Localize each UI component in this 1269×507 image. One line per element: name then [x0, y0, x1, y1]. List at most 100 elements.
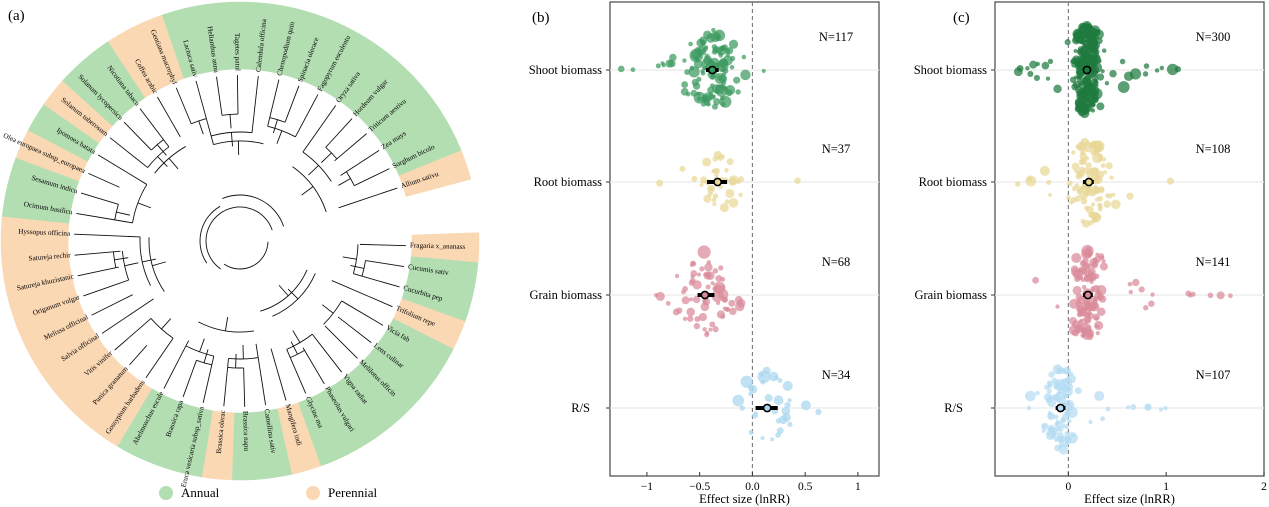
tree-branch: [156, 144, 167, 156]
tree-branch: [321, 304, 334, 314]
effect-size-point: [1073, 48, 1078, 53]
sample-size-label: N=117: [819, 30, 853, 44]
tree-branch: [267, 104, 274, 127]
effect-size-point: [725, 306, 730, 312]
effect-size-point: [686, 307, 696, 317]
tree-clade-arc: [260, 269, 308, 312]
x-tick-label: 0: [1065, 481, 1071, 493]
effect-size-point: [1095, 331, 1100, 336]
effect-size-point: [1051, 430, 1056, 435]
effect-size-point: [693, 322, 701, 330]
effect-size-point: [1085, 187, 1092, 194]
tree-branch: [142, 258, 157, 263]
x-tick-label: 1: [855, 481, 861, 493]
effect-size-point: [1071, 433, 1076, 438]
effect-size-point: [1064, 39, 1071, 46]
effect-size-point: [711, 27, 716, 33]
tree-branch: [357, 150, 380, 165]
effect-size-point: [1076, 311, 1083, 318]
effect-size-point: [1087, 307, 1092, 312]
effect-size-point: [712, 202, 717, 207]
effect-size-point: [1101, 259, 1106, 264]
tree-branch: [117, 219, 133, 224]
effect-size-point: [1046, 179, 1052, 185]
effect-size-point: [1013, 67, 1023, 77]
effect-size-point: [1081, 40, 1086, 46]
effect-size-point: [1076, 307, 1082, 313]
tree-branch: [202, 361, 213, 403]
tree-branch: [302, 126, 322, 153]
tree-branch: [342, 256, 357, 260]
tree-branch: [320, 105, 337, 127]
sample-size-label: N=34: [822, 368, 851, 382]
effect-size-point: [1187, 292, 1193, 298]
effect-size-point: [719, 284, 725, 290]
tree-branch: [114, 327, 141, 351]
effect-size-point: [1032, 276, 1040, 284]
effect-size-point: [694, 316, 701, 323]
tree-branch: [139, 108, 166, 143]
effect-size-point: [711, 197, 717, 203]
effect-size-point: [1077, 54, 1084, 61]
effect-size-point: [710, 281, 715, 286]
tree-branch: [108, 235, 141, 238]
effect-size-point: [773, 395, 784, 406]
effect-size-point: [748, 385, 758, 394]
effect-size-point: [682, 58, 687, 63]
tree-branch: [276, 130, 283, 144]
effect-size-point: [1109, 175, 1114, 180]
effect-size-point: [714, 72, 726, 84]
effect-size-point: [703, 194, 712, 203]
x-tick-label: 0.5: [798, 481, 813, 493]
category-label: Grain biomass: [914, 288, 987, 302]
effect-size-point: [630, 67, 636, 73]
tree-branch: [236, 75, 239, 110]
effect-size-point: [1033, 74, 1041, 82]
effect-size-point: [708, 327, 713, 332]
effect-size-point: [728, 39, 739, 49]
effect-size-point: [1092, 284, 1100, 293]
effect-size-point: [1067, 180, 1073, 187]
tree-branch: [168, 158, 179, 170]
effect-size-point: [1064, 410, 1070, 416]
effect-size-point: [1109, 69, 1117, 78]
effect-size-point: [1100, 69, 1105, 74]
effect-size-point: [1025, 175, 1037, 187]
effect-size-point: [1143, 305, 1149, 311]
effect-size-point: [1054, 391, 1067, 404]
effect-size-point: [1064, 436, 1071, 443]
effect-size-point: [1045, 76, 1051, 81]
effect-size-point: [1085, 162, 1092, 169]
tree-branch: [324, 325, 340, 341]
effect-size-point: [1110, 199, 1121, 210]
tree-branch: [295, 131, 299, 138]
tree-branch: [226, 358, 229, 373]
effect-size-point: [709, 83, 715, 88]
effect-size-point: [1053, 84, 1062, 94]
tree-branch: [223, 372, 228, 407]
plot-frame: [609, 1, 880, 477]
effect-size-point: [760, 379, 766, 385]
effect-size-point: [729, 175, 739, 185]
effect-size-point: [703, 30, 712, 40]
effect-size-point: [725, 188, 735, 198]
effect-size-point: [699, 266, 705, 272]
category-label: Root biomass: [534, 175, 603, 189]
effect-size-point: [712, 286, 718, 292]
effect-size-point: [665, 301, 671, 306]
forest-panel-b: (b) Shoot biomass Root biomass Grain bioma…: [529, 1, 880, 506]
effect-size-point: [734, 295, 743, 304]
tree-branch: [123, 121, 149, 147]
tree-branch: [368, 295, 393, 308]
effect-size-point: [1097, 195, 1104, 202]
effect-size-point: [700, 176, 708, 184]
effect-size-point: [724, 168, 729, 173]
effect-size-point: [1111, 192, 1116, 197]
effect-size-point: [689, 65, 695, 71]
effect-size-point: [1041, 424, 1046, 429]
category-label: Shoot biomass: [914, 63, 987, 77]
tree-branch: [74, 252, 101, 256]
effect-size-point: [711, 94, 716, 99]
legend-perennial-label: Perennial: [328, 485, 377, 500]
